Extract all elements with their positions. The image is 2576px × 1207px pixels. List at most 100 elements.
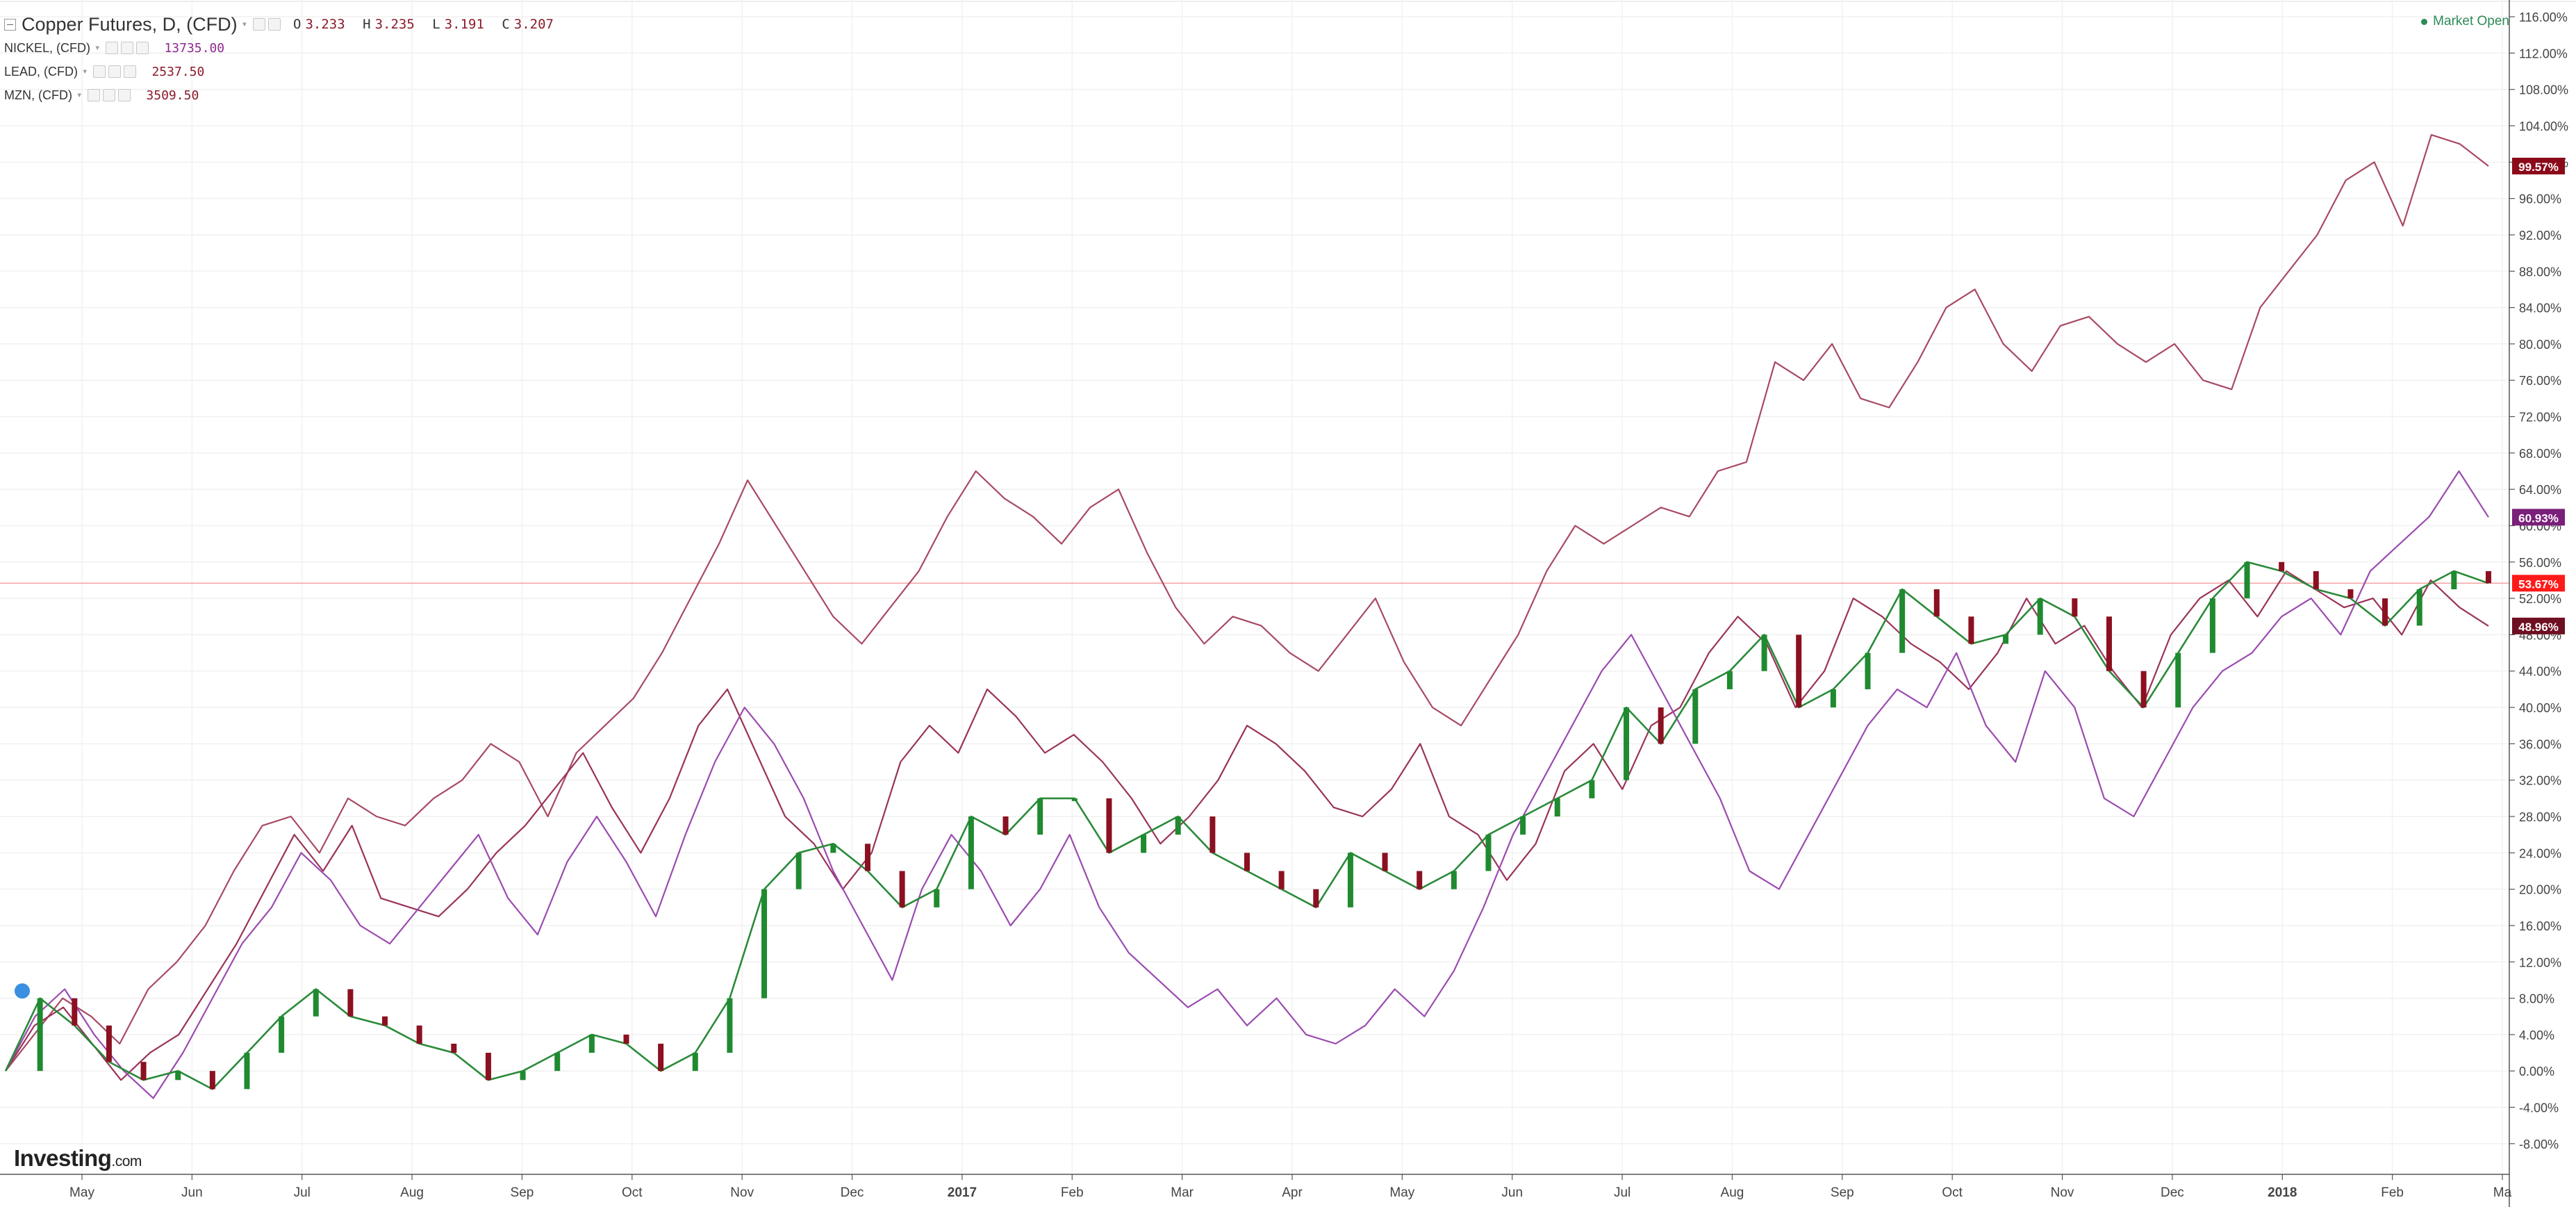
- candle: [692, 1053, 698, 1071]
- y-tick-label: 24.00%: [2519, 846, 2561, 860]
- candle: [485, 1053, 491, 1081]
- y-tick-label: 56.00%: [2519, 556, 2561, 570]
- candle: [1347, 853, 1353, 908]
- candle: [140, 1062, 147, 1081]
- price-badge-label: 99.57%: [2518, 161, 2559, 174]
- candle: [1830, 689, 1836, 708]
- legend-overlay-name: NICKEL, (CFD): [4, 40, 91, 55]
- candle: [1726, 671, 1733, 689]
- price-badges: 99.57% 60.93% 53.67% 48.96%: [13, 157, 2565, 1001]
- y-tick-label: 92.00%: [2519, 229, 2561, 243]
- candle: [2140, 671, 2147, 708]
- y-tick-label: 0.00%: [2519, 1065, 2554, 1078]
- close-icon[interactable]: [118, 89, 131, 101]
- x-tick-label: Dec: [841, 1185, 864, 1200]
- candle: [623, 1034, 629, 1044]
- logo-suffix: .com: [111, 1153, 142, 1169]
- close-icon[interactable]: [136, 42, 149, 54]
- legend-main-row[interactable]: Copper Futures, D, (CFD) ▾ O 3.233 H 3.235…: [4, 13, 563, 36]
- legend-overlay-row[interactable]: MZN, (CFD) ▾ 3509.50: [4, 83, 563, 107]
- candle: [761, 889, 768, 999]
- x-tick-label: Mar: [1171, 1185, 1194, 1200]
- x-tick-label: Sep: [511, 1185, 534, 1200]
- candle: [2209, 598, 2215, 653]
- chevron-down-icon[interactable]: ▾: [76, 90, 83, 101]
- chart-grid: [0, 0, 2576, 1174]
- legend-overlay-name: MZN, (CFD): [4, 88, 72, 102]
- candle: [795, 853, 802, 889]
- candle: [1933, 589, 1940, 617]
- chevron-down-icon[interactable]: ▾: [82, 66, 88, 77]
- settings-icon[interactable]: [106, 42, 119, 54]
- x-tick-label: Jul: [1614, 1185, 1630, 1200]
- candle: [1106, 798, 1112, 853]
- chart-series-group: [4, 134, 2491, 1099]
- candle: [1451, 871, 1457, 889]
- candle: [2037, 598, 2043, 635]
- candle: [2072, 598, 2078, 617]
- collapse-icon[interactable]: [4, 18, 16, 31]
- candle: [451, 1043, 457, 1053]
- candle: [37, 998, 43, 1071]
- y-tick-label: 40.00%: [2519, 701, 2561, 715]
- candle: [1244, 853, 1250, 871]
- close-icon[interactable]: [124, 65, 137, 78]
- candle: [1209, 816, 1216, 853]
- x-tick-label: Jun: [181, 1185, 203, 1200]
- y-tick-label: 8.00%: [2519, 992, 2554, 1006]
- open-label: O: [293, 17, 302, 32]
- y-tick-label: 64.00%: [2519, 483, 2561, 497]
- legend-overlay-row[interactable]: NICKEL, (CFD) ▾ 13735.00: [4, 36, 563, 60]
- y-tick-label: 104.00%: [2519, 120, 2568, 133]
- candle: [2416, 589, 2422, 626]
- x-tick-label: Sep: [1831, 1185, 1854, 1200]
- chevron-down-icon[interactable]: ▾: [241, 19, 248, 30]
- y-tick-label: 96.00%: [2519, 192, 2561, 206]
- y-tick-label: 12.00%: [2519, 955, 2561, 969]
- start-marker-icon: [13, 982, 31, 1001]
- candle: [1554, 798, 1560, 817]
- candle: [2347, 589, 2354, 599]
- x-tick-label: Aug: [400, 1185, 424, 1200]
- settings-icon[interactable]: [253, 18, 266, 31]
- x-tick-label: May: [69, 1185, 94, 1200]
- candle: [658, 1043, 664, 1071]
- hide-icon[interactable]: [103, 89, 116, 101]
- candle: [1485, 835, 1492, 871]
- chevron-down-icon[interactable]: ▾: [94, 42, 101, 54]
- legend-overlay-name: LEAD, (CFD): [4, 64, 79, 79]
- chart-legend: Copper Futures, D, (CFD) ▾ O 3.233 H 3.235…: [4, 13, 563, 107]
- y-tick-label: 32.00%: [2519, 774, 2561, 788]
- candle: [244, 1053, 250, 1090]
- candle: [2175, 652, 2181, 708]
- y-tick-label: 20.00%: [2519, 883, 2561, 897]
- settings-icon[interactable]: [93, 65, 106, 78]
- candle: [2003, 634, 2009, 644]
- candle: [1037, 798, 1043, 835]
- hide-icon[interactable]: [108, 65, 122, 78]
- y-tick-label: 88.00%: [2519, 265, 2561, 279]
- x-axis: May Jun Jul Aug Sep Oct Nov Dec 2017 Feb Mar Apr May…: [0, 1174, 2512, 1200]
- candle: [1968, 616, 1974, 644]
- high-label: H: [363, 17, 371, 32]
- market-status: Market Open: [2421, 14, 2509, 29]
- hide-icon[interactable]: [268, 18, 281, 31]
- high-value: 3.235: [374, 17, 415, 32]
- legend-main-name: Copper Futures, D, (CFD): [22, 13, 238, 35]
- candle: [1658, 707, 1664, 744]
- candle: [209, 1071, 215, 1090]
- y-tick-label: 44.00%: [2519, 665, 2561, 679]
- x-tick-label: Apr: [1282, 1185, 1303, 1200]
- settings-icon[interactable]: [88, 89, 101, 101]
- candle: [899, 871, 905, 908]
- x-tick-label: Oct: [622, 1185, 643, 1200]
- candle: [2451, 570, 2457, 590]
- legend-overlay-row[interactable]: LEAD, (CFD) ▾ 2537.50: [4, 60, 563, 83]
- hide-icon[interactable]: [121, 42, 134, 54]
- series-line-overlay: [5, 570, 2489, 1081]
- y-tick-label: 108.00%: [2519, 83, 2568, 97]
- candle: [382, 1016, 388, 1026]
- price-badge: [2512, 157, 2565, 174]
- y-tick-label: 112.00%: [2519, 47, 2568, 60]
